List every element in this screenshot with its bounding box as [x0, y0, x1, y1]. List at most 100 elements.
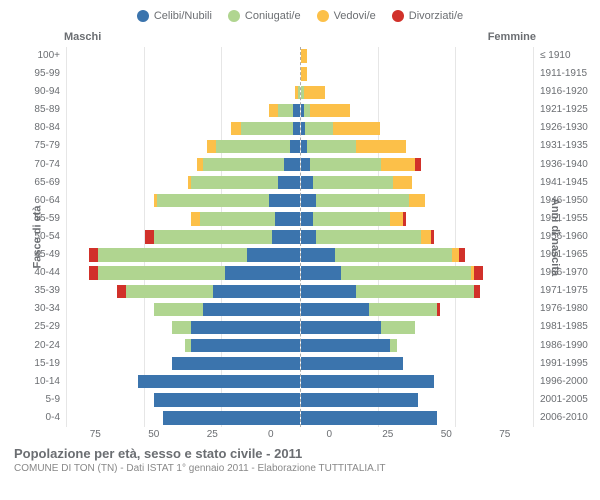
bar-segment	[301, 158, 310, 171]
bar-segment	[301, 303, 369, 316]
bar-segment	[356, 140, 406, 153]
bar-row	[301, 65, 534, 83]
legend: Celibi/Nubili Coniugati/e Vedovi/e Divorzia…	[12, 10, 588, 25]
bar-segment	[474, 266, 483, 279]
bar-segment	[247, 248, 300, 261]
bar-segment	[301, 411, 437, 424]
bar-row	[301, 373, 534, 391]
bar-segment	[381, 158, 415, 171]
birth-tick: 1916-1920	[540, 83, 588, 101]
age-tick: 30-34	[12, 300, 60, 318]
bar-segment	[203, 303, 299, 316]
bar-segment	[421, 230, 430, 243]
age-tick: 65-69	[12, 174, 60, 192]
bar-row	[67, 174, 300, 192]
bar-row	[301, 355, 534, 373]
bar-row	[67, 228, 300, 246]
bar-segment	[154, 393, 300, 406]
legend-item: Celibi/Nubili	[137, 10, 212, 22]
x-tick: 50	[417, 429, 476, 440]
bar-segment	[293, 122, 299, 135]
bar-segment	[431, 230, 434, 243]
bar-segment	[301, 285, 357, 298]
bar-segment	[301, 194, 317, 207]
bar-segment	[272, 230, 300, 243]
bar-segment	[163, 411, 299, 424]
bar-segment	[437, 303, 440, 316]
bar-segment	[278, 176, 300, 189]
bar-row	[301, 192, 534, 210]
bar-segment	[117, 285, 126, 298]
bar-row	[301, 137, 534, 155]
bar-segment	[275, 212, 300, 225]
bar-segment	[89, 266, 98, 279]
bar-segment	[126, 285, 213, 298]
bar-row	[67, 65, 300, 83]
legend-item: Divorziati/e	[392, 10, 463, 22]
age-tick: 15-19	[12, 355, 60, 373]
bar-segment	[298, 86, 300, 99]
legend-swatch	[392, 10, 404, 22]
bar-segment	[393, 176, 412, 189]
age-tick: 75-79	[12, 137, 60, 155]
bar-row	[67, 192, 300, 210]
bar-segment	[313, 212, 390, 225]
bar-segment	[305, 122, 333, 135]
birth-tick: 1911-1915	[540, 65, 588, 83]
bar-segment	[89, 248, 98, 261]
age-tick: 35-39	[12, 282, 60, 300]
birth-tick: 1991-1995	[540, 355, 588, 373]
bar-segment	[307, 140, 357, 153]
bar-segment	[98, 248, 247, 261]
bar-segment	[301, 212, 313, 225]
bar-row	[67, 119, 300, 137]
bar-row	[301, 210, 534, 228]
gridline	[533, 47, 534, 427]
chart-title: Popolazione per età, sesso e stato civil…	[14, 446, 586, 461]
bar-segment	[290, 140, 299, 153]
x-tick: 75	[66, 429, 125, 440]
bar-segment	[341, 266, 471, 279]
bar-row	[67, 47, 300, 65]
bar-segment	[301, 339, 391, 352]
bar-segment	[145, 230, 154, 243]
bar-segment	[390, 212, 402, 225]
bar-segment	[301, 357, 403, 370]
bar-row	[67, 355, 300, 373]
bar-segment	[310, 104, 350, 117]
bar-row	[67, 83, 300, 101]
bar-row	[301, 409, 534, 427]
bar-segment	[301, 375, 434, 388]
chart-subtitle: COMUNE DI TON (TN) - Dati ISTAT 1° genna…	[14, 463, 586, 474]
bar-segment	[316, 194, 409, 207]
age-tick: 80-84	[12, 119, 60, 137]
legend-label: Vedovi/e	[334, 10, 376, 22]
legend-item: Coniugati/e	[228, 10, 301, 22]
legend-label: Coniugati/e	[245, 10, 301, 22]
birth-tick: 1996-2000	[540, 373, 588, 391]
bar-segment	[154, 230, 272, 243]
birth-tick: 1951-1955	[540, 210, 588, 228]
birth-tick: 1981-1985	[540, 318, 588, 336]
bar-segment	[333, 122, 380, 135]
birth-tick: 1921-1925	[540, 101, 588, 119]
birth-tick: 1971-1975	[540, 282, 588, 300]
bar-row	[67, 246, 300, 264]
bar-segment	[301, 49, 307, 62]
bar-row	[301, 101, 534, 119]
bar-segment	[310, 158, 381, 171]
bar-segment	[301, 176, 313, 189]
birth-tick: 1936-1940	[540, 156, 588, 174]
birth-tick: 1966-1970	[540, 264, 588, 282]
x-tick: 50	[125, 429, 184, 440]
bar-segment	[316, 230, 421, 243]
bar-segment	[301, 248, 335, 261]
bar-segment	[213, 285, 300, 298]
bar-segment	[356, 285, 474, 298]
female-half	[301, 47, 534, 427]
bars-area	[66, 47, 534, 427]
birth-tick: 1946-1950	[540, 192, 588, 210]
bar-segment	[278, 104, 294, 117]
population-pyramid-chart: Celibi/Nubili Coniugati/e Vedovi/e Divorzia…	[0, 0, 600, 500]
bar-segment	[474, 285, 480, 298]
